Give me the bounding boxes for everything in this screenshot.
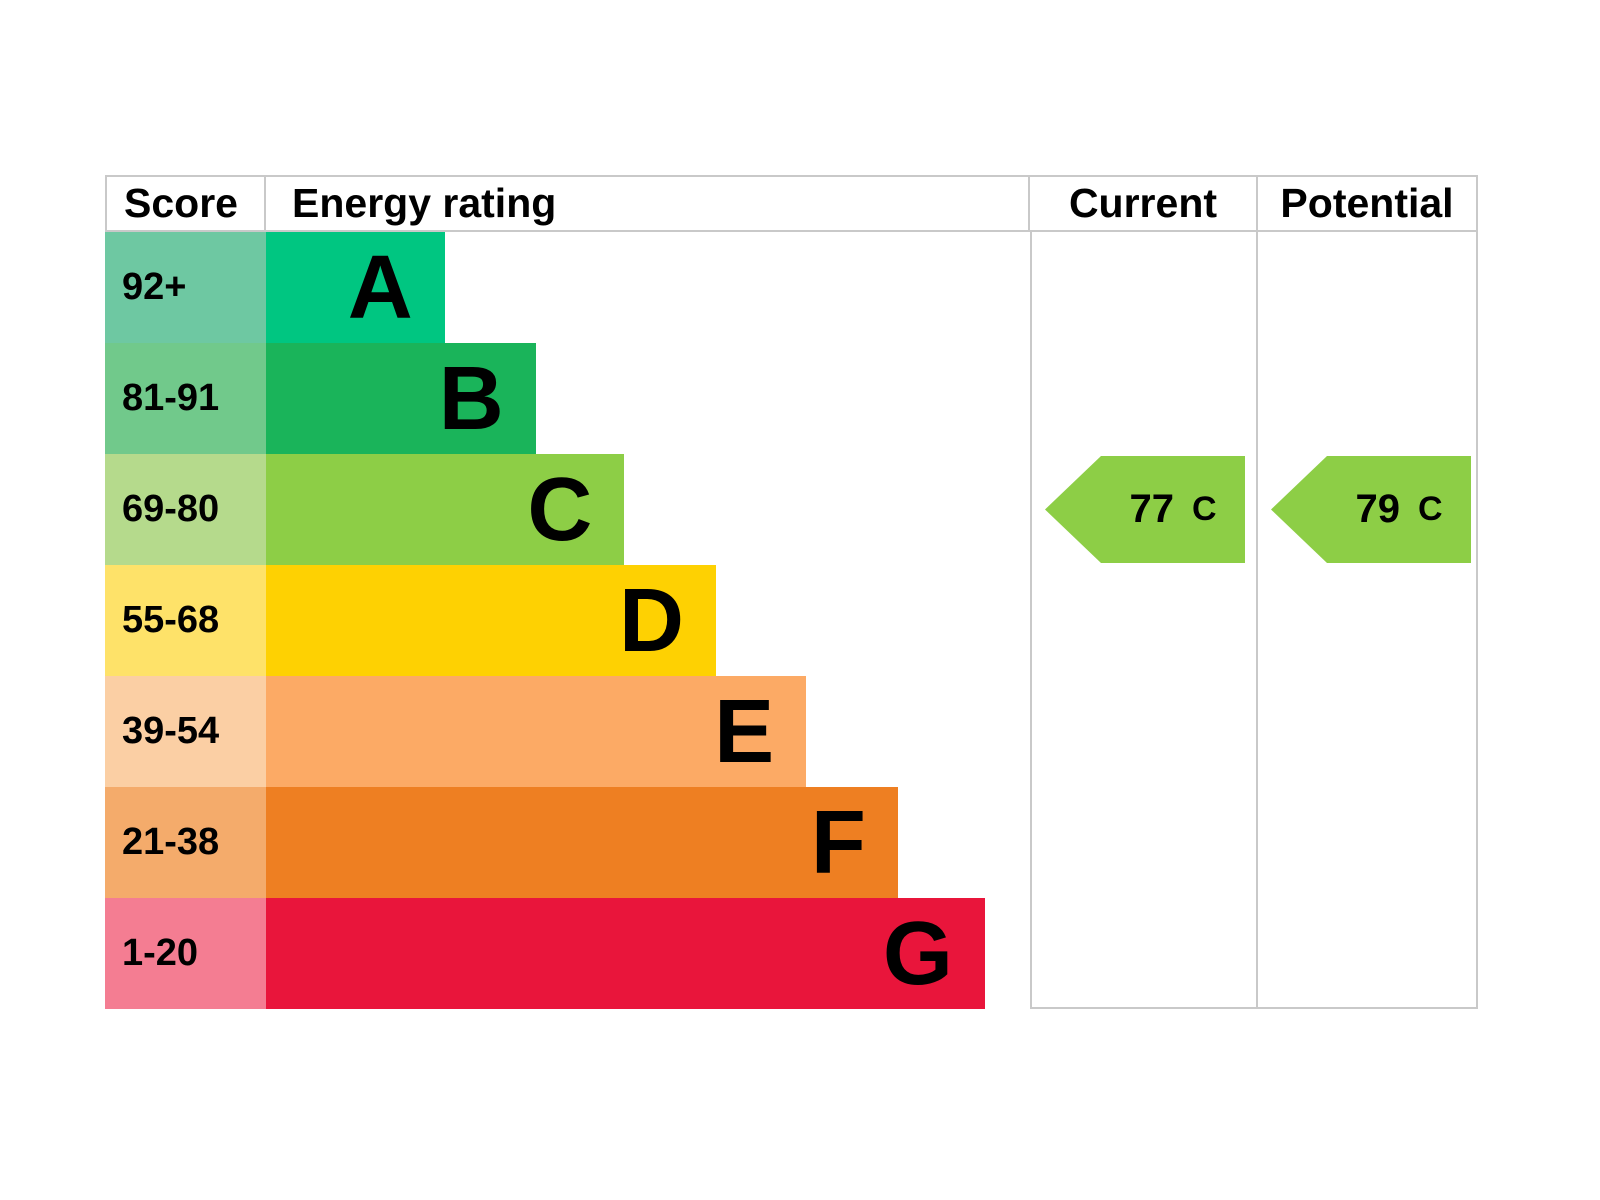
rating-bar-f: F <box>266 787 898 898</box>
rating-letter: C <box>527 459 593 560</box>
header-row: Score Energy rating Current Potential <box>105 175 1478 232</box>
rating-bar-track: A <box>266 232 1030 343</box>
rating-bar-track: B <box>266 343 1030 454</box>
rating-bar-a: A <box>266 232 445 343</box>
rating-bar-b: B <box>266 343 536 454</box>
rating-bar-track: D <box>266 565 1030 676</box>
rating-row-f: 21-38 F <box>105 787 1478 898</box>
score-cell: 1-20 <box>105 898 266 1009</box>
epc-chart: Score Energy rating Current Potential 92… <box>105 175 1478 1009</box>
score-cell: 55-68 <box>105 565 266 676</box>
score-cell: 81-91 <box>105 343 266 454</box>
rating-letter: A <box>347 237 413 338</box>
rating-bar-e: E <box>266 676 807 787</box>
current-rating-letter: C <box>1191 490 1217 528</box>
rating-bar-track: F <box>266 787 1030 898</box>
score-cell: 69-80 <box>105 454 266 565</box>
current-column-header: Current <box>1030 175 1258 232</box>
score-cell: 92+ <box>105 232 266 343</box>
rating-row-a: 92+ A <box>105 232 1478 343</box>
rating-bar-track: G <box>266 898 1030 1009</box>
rating-rows: 92+ A 81-91 B 69-80 C 5 <box>105 232 1478 1009</box>
rating-row-d: 55-68 D <box>105 565 1478 676</box>
rating-bar-d: D <box>266 565 716 676</box>
score-cell: 21-38 <box>105 787 266 898</box>
current-column: 77 C <box>1030 232 1258 1009</box>
rating-bar-track: C <box>266 454 1030 565</box>
rating-bar-track: E <box>266 676 1030 787</box>
rating-bar-g: G <box>266 898 985 1009</box>
rating-row-g: 1-20 G <box>105 898 1478 1009</box>
score-column-header: Score <box>105 175 266 232</box>
energy-rating-column-header: Energy rating <box>266 175 1030 232</box>
potential-column: 79 C <box>1258 232 1478 1009</box>
rating-letter: G <box>882 903 953 1004</box>
rating-letter: E <box>714 681 775 782</box>
potential-column-header: Potential <box>1258 175 1478 232</box>
current-score-value: 77 <box>1129 487 1174 531</box>
potential-score-value: 79 <box>1355 487 1400 531</box>
rating-row-e: 39-54 E <box>105 676 1478 787</box>
potential-rating-letter: C <box>1417 490 1443 528</box>
current-rating-arrow: 77 C <box>1045 456 1245 563</box>
rating-row-b: 81-91 B <box>105 343 1478 454</box>
rating-row-c: 69-80 C <box>105 454 1478 565</box>
rating-letter: B <box>438 348 504 449</box>
score-cell: 39-54 <box>105 676 266 787</box>
rating-letter: D <box>618 570 684 671</box>
rating-bar-c: C <box>266 454 625 565</box>
potential-rating-arrow: 79 C <box>1271 456 1471 563</box>
rating-letter: F <box>810 792 866 893</box>
